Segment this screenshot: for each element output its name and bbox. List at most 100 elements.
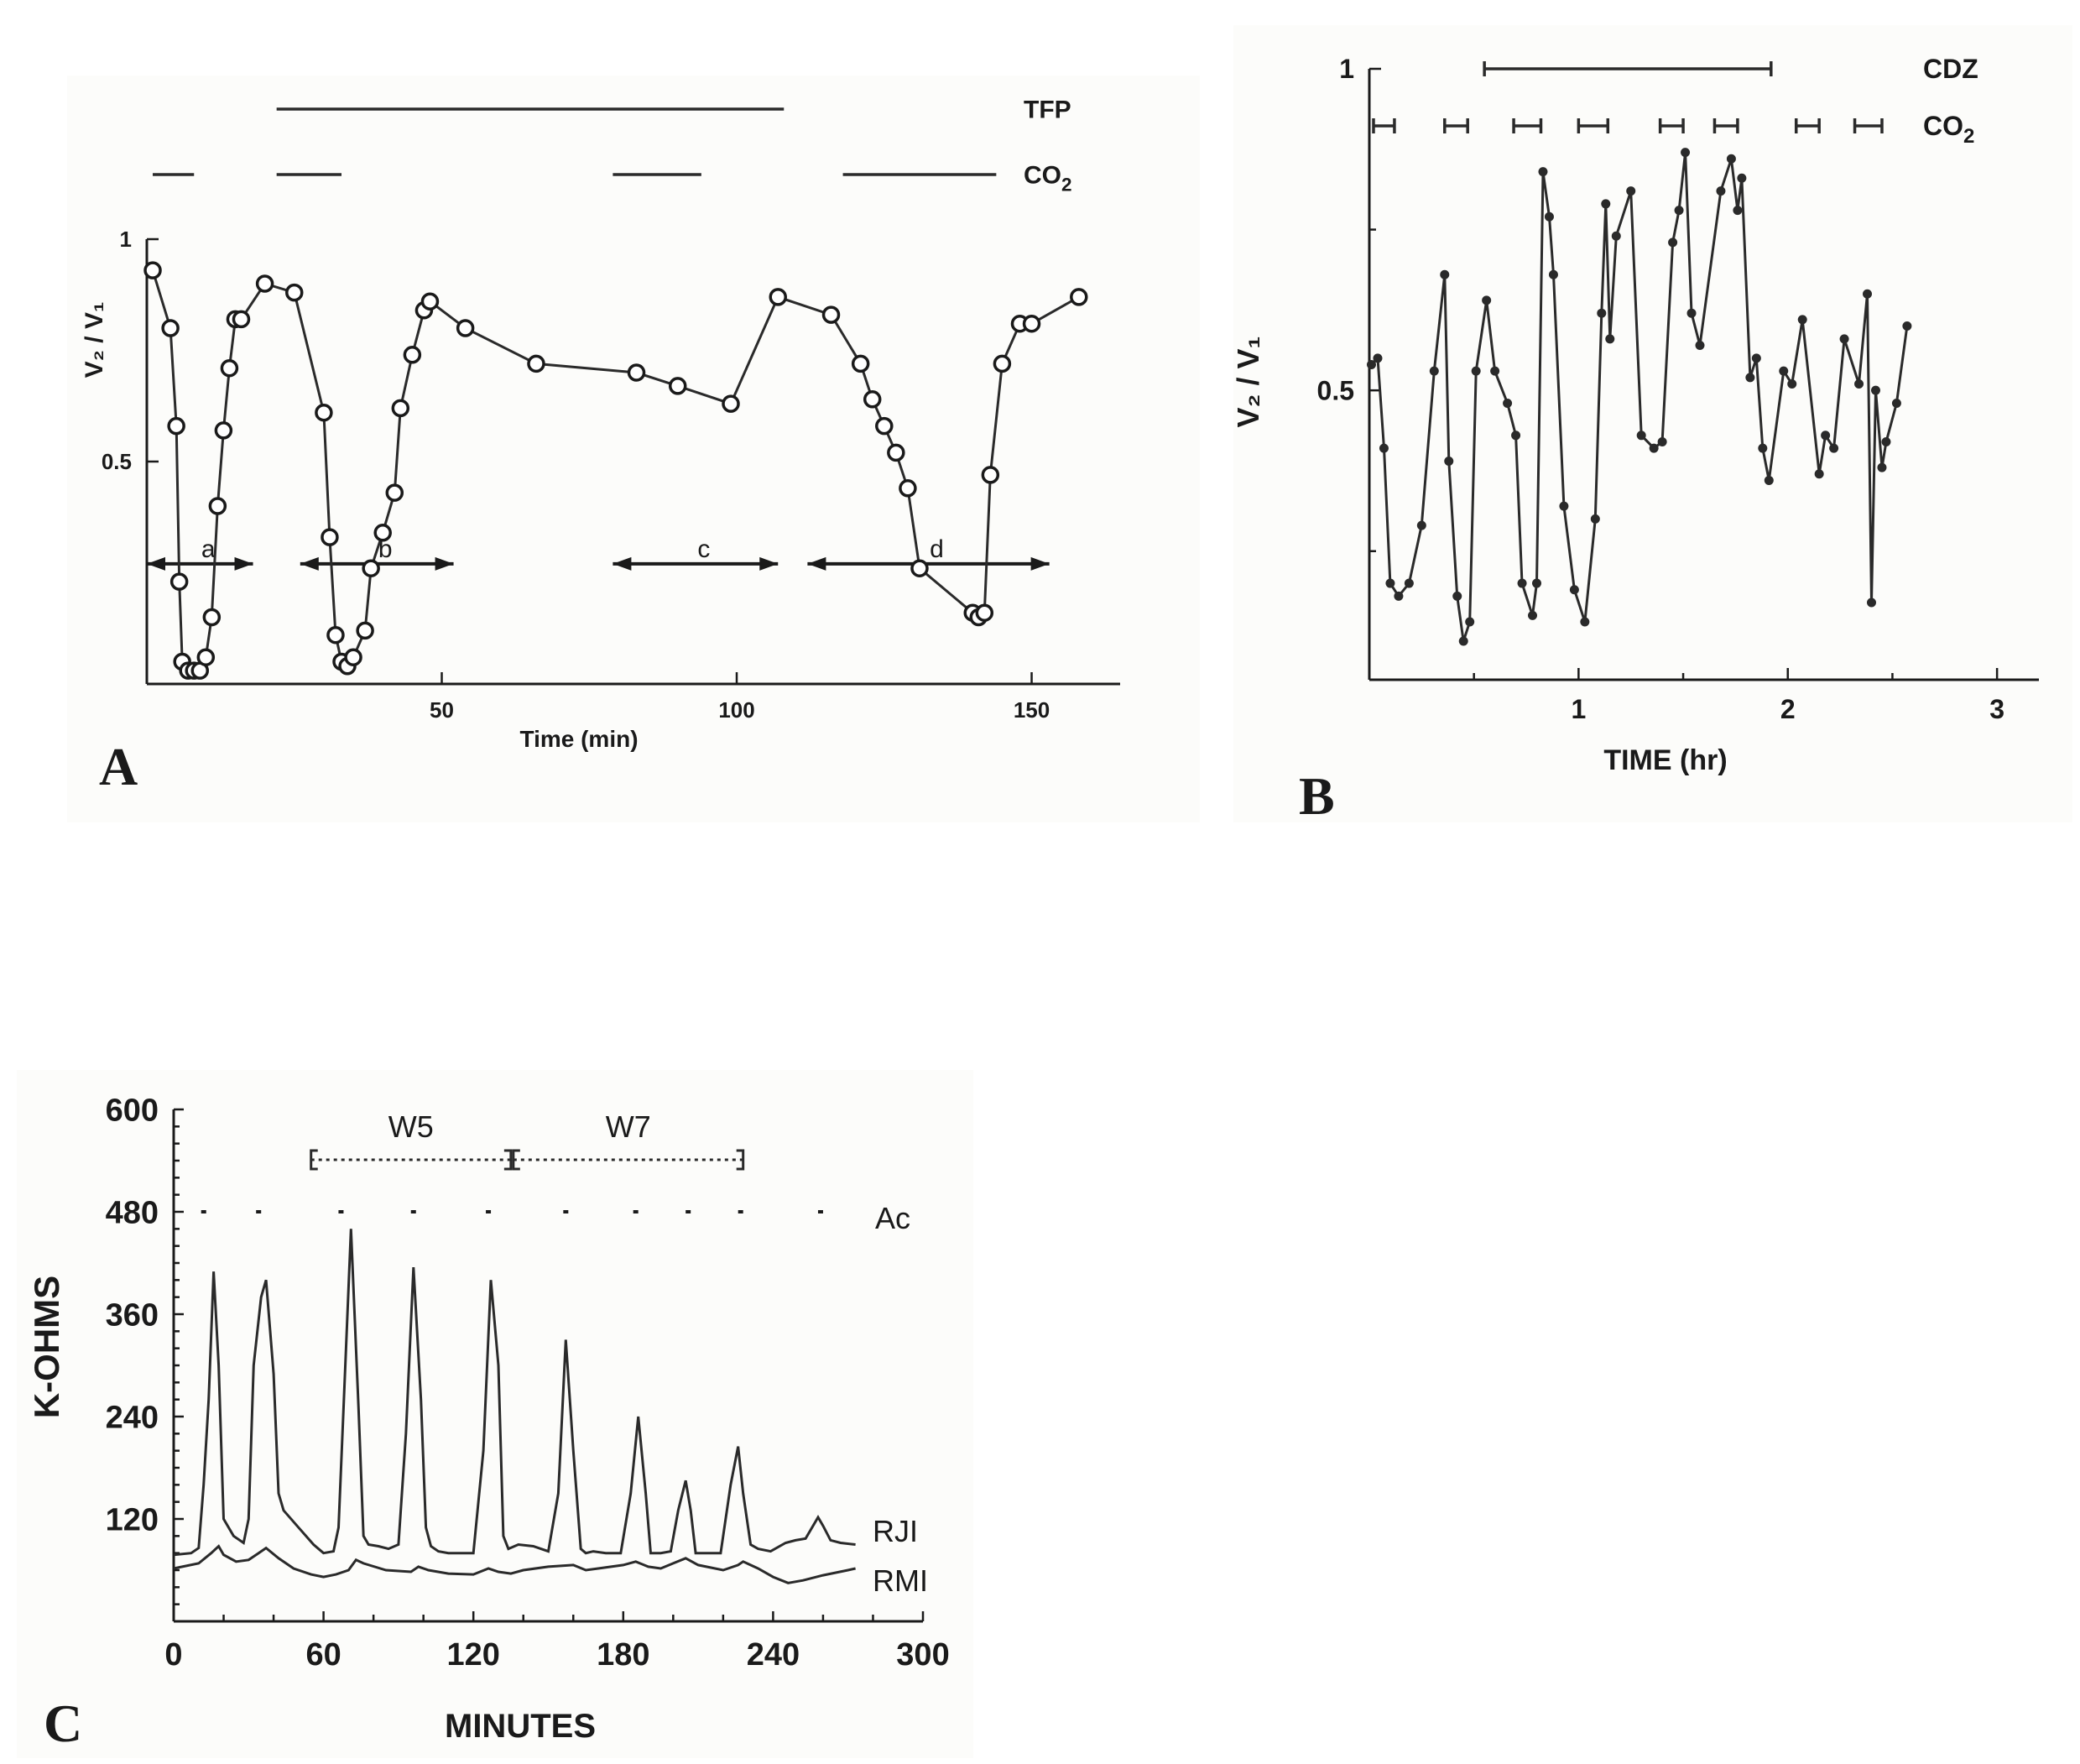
panel-b-data-point xyxy=(1532,578,1541,588)
panel-b-data-point xyxy=(1601,199,1611,209)
panel-b-data-point xyxy=(1452,591,1462,601)
panel-a-data-point xyxy=(910,559,929,577)
panel-a-data-point xyxy=(232,310,251,329)
panel-a-data-point xyxy=(627,363,646,382)
panel-c-ac-label: Ac xyxy=(875,1201,910,1235)
panel-b-y-tick-label: 0.5 xyxy=(1317,375,1354,405)
panel-b-data-point xyxy=(1458,636,1468,646)
panel-b-data-point xyxy=(1465,617,1475,627)
panel-b-data-point xyxy=(1569,585,1579,595)
panel-a-data-point xyxy=(851,354,870,373)
panel-b-data-point xyxy=(1385,578,1395,588)
panel-a-data-point xyxy=(821,305,841,324)
panel-a-data-point xyxy=(356,621,374,640)
panel-b-data-point xyxy=(1751,353,1761,363)
panel-b-data-point xyxy=(1605,334,1615,344)
panel-b-data-point xyxy=(1490,366,1500,376)
panel-b-data-point xyxy=(1559,501,1569,511)
panel-c-bracket-label: W5 xyxy=(388,1109,434,1144)
panel-b-data-point xyxy=(1482,295,1492,305)
panel-c-x-tick-label: 60 xyxy=(305,1637,341,1673)
panel-a-y-tick-label: 1 xyxy=(120,227,132,252)
panel-a-data-point xyxy=(169,572,189,591)
panel-a-interval-arrowhead xyxy=(435,556,454,571)
panel-c-ac-mark xyxy=(817,1210,823,1213)
panel-c-ac-mark xyxy=(256,1210,262,1213)
panel-c-ac-mark xyxy=(410,1210,416,1213)
panel-a-data-point xyxy=(403,346,422,364)
panel-b-data-point xyxy=(1829,443,1839,453)
panel-a-interval-label: b xyxy=(378,535,393,563)
panel-b-data-point xyxy=(1758,443,1768,453)
panel-a-data-point xyxy=(887,443,905,462)
panel-b-y-tick-label: 1 xyxy=(1339,54,1354,84)
panel-a-interval-arrowhead xyxy=(147,556,165,571)
panel-c-ac-mark xyxy=(563,1210,569,1213)
panel-b-data-point xyxy=(1379,443,1389,453)
panel-b-data-point xyxy=(1668,237,1678,248)
panel-b-bar-label-subscript: 2 xyxy=(1963,125,1974,148)
panel-b-data-point xyxy=(1821,431,1831,441)
panel-c-ac-mark xyxy=(338,1210,344,1213)
panel-b-data-point xyxy=(1716,186,1726,196)
panel-c-y-axis-label: K-OHMS xyxy=(27,1276,66,1418)
panel-a-data-point xyxy=(208,497,227,515)
panel-a-data-point xyxy=(326,625,345,645)
panel-a-data-point xyxy=(722,394,740,413)
panel-a-data-point xyxy=(668,377,687,395)
panel-c-series-label: RJI xyxy=(873,1514,918,1548)
panel-b-data-point xyxy=(1517,578,1527,588)
panel-c-series-rji xyxy=(173,1229,856,1557)
panel-b-data-point xyxy=(1657,436,1667,446)
panel-b-data-point xyxy=(1590,514,1600,524)
panel-b-data-point xyxy=(1745,373,1755,383)
panel-a-data-point xyxy=(315,403,333,422)
panel-a-data-point xyxy=(875,416,894,436)
panel-c-y-tick-label: 120 xyxy=(106,1502,159,1537)
panel-b-data-point xyxy=(1726,154,1736,164)
panel-c-y-tick-label: 600 xyxy=(106,1093,159,1128)
panel-c: 0 60 120 180 240 300 120 240 360 480 600 MINUTES K-O… xyxy=(27,1093,950,1753)
panel-a-bar-label-subscript: 2 xyxy=(1061,175,1072,196)
panel-c-bracket-label: W7 xyxy=(606,1109,651,1144)
panel-a-data-point xyxy=(527,354,545,373)
panel-b-label: B xyxy=(1299,766,1335,826)
panel-a-data-point xyxy=(196,648,216,666)
panel-c-series-rmi xyxy=(173,1544,856,1584)
panel-a-data-point xyxy=(1022,314,1041,333)
panel-c-ac-mark xyxy=(738,1210,743,1213)
panel-b-data-point xyxy=(1511,431,1521,441)
panel-b-data-point xyxy=(1681,148,1691,158)
panel-b-x-tick-label: 1 xyxy=(1571,694,1586,724)
panel-a-data-point xyxy=(769,288,787,306)
panel-a-series-v2-v1 xyxy=(151,269,1080,672)
panel-b-data-point xyxy=(1902,321,1912,331)
panel-c-x-tick-label: 120 xyxy=(446,1637,499,1673)
panel-a-data-point xyxy=(321,528,339,546)
panel-b-data-point xyxy=(1580,617,1590,627)
panel-b-data-point xyxy=(1611,231,1621,241)
panel-b-series-v2-v1 xyxy=(1370,152,1909,642)
panel-a-data-point xyxy=(167,416,185,436)
panel-a-data-point xyxy=(344,648,362,666)
panel-a-y-tick-label: 0.5 xyxy=(102,449,132,474)
panel-c-series-label: RMI xyxy=(873,1563,928,1598)
panel-c-bracket-right xyxy=(503,1149,513,1171)
panel-b-data-point xyxy=(1548,269,1558,279)
panel-b-data-point xyxy=(1870,385,1880,395)
panel-b-data-point xyxy=(1877,462,1887,472)
panel-b-data-point xyxy=(1538,167,1548,177)
panel-a-interval-label: c xyxy=(697,535,710,563)
panel-a-data-point xyxy=(863,390,882,409)
panel-a-data-point xyxy=(975,603,994,622)
panel-a-interval-arrowhead xyxy=(807,556,826,571)
panel-a-data-point xyxy=(214,421,233,440)
panel-b-bar-label-cdz: CDZ xyxy=(1923,54,1978,84)
panel-c-ac-mark xyxy=(633,1210,639,1213)
panel-c-x-tick-label: 180 xyxy=(597,1637,649,1673)
panel-a-x-tick-label: 100 xyxy=(718,697,754,723)
panel-a-interval-arrowhead xyxy=(300,556,319,571)
